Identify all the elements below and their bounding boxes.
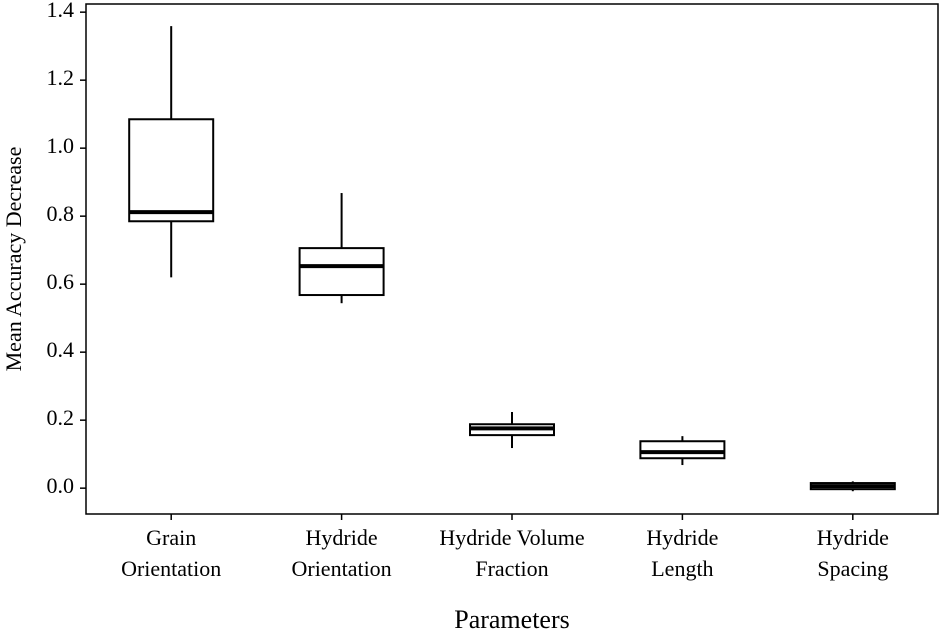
y-tick-label: 1.2 [47, 65, 75, 90]
x-tick-label: Hydride [306, 525, 378, 550]
x-tick-label: Orientation [291, 556, 391, 581]
y-tick-label: 0.6 [47, 269, 75, 294]
y-tick-label: 0.0 [47, 473, 75, 498]
x-tick-label: Spacing [817, 556, 888, 581]
x-tick-label: Length [651, 556, 713, 581]
x-tick-label: Hydride Volume [439, 525, 584, 550]
x-tick-label: Grain [146, 525, 196, 550]
y-tick-label: 0.4 [47, 337, 75, 362]
x-tick-label: Hydride [646, 525, 718, 550]
y-tick-label: 1.4 [47, 0, 75, 22]
y-tick-label: 0.2 [47, 405, 75, 430]
y-axis-label: Mean Accuracy Decrease [1, 147, 26, 372]
box [298, 247, 385, 297]
y-tick-label: 1.0 [47, 133, 75, 158]
x-tick-label: Hydride [817, 525, 889, 550]
x-tick-label: Orientation [121, 556, 221, 581]
y-tick-label: 0.8 [47, 201, 75, 226]
box [639, 440, 726, 460]
x-axis-label: Parameters [454, 605, 570, 634]
x-tick-label: Fraction [475, 556, 548, 581]
box [128, 118, 215, 223]
